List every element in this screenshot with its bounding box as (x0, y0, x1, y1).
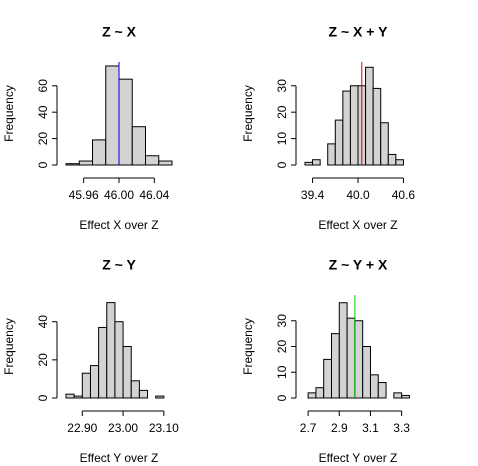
bar (106, 302, 116, 399)
bar (65, 393, 75, 399)
y-axis-label: Frequency (241, 318, 255, 375)
y-tick-label: 60 (36, 79, 50, 93)
y-tick-label: 0 (275, 394, 289, 401)
bar (369, 374, 379, 399)
panel: Z ~ X Effect X over Z Frequency 45.96 46.00 4… (2, 24, 173, 232)
y-tick-label: 30 (275, 314, 289, 328)
bar (365, 66, 374, 166)
y-tick-label: 20 (275, 105, 289, 119)
y-tick-label: 20 (36, 353, 50, 367)
x-tick-label: 46.00 (104, 188, 134, 202)
y-axis-label: Frequency (241, 85, 255, 142)
bar (315, 387, 325, 399)
x-tick-label: 45.96 (69, 188, 99, 202)
bar (158, 160, 173, 166)
bar (122, 346, 132, 399)
bar (331, 333, 340, 399)
panel: Z ~ Y Effect Y over Z Frequency 22.90 23.00 2… (2, 257, 179, 465)
panel-title: Z ~ Y (102, 257, 136, 273)
bar (92, 139, 107, 166)
x-tick-label: 46.04 (139, 188, 169, 202)
x-tick-label: 2.9 (331, 421, 348, 435)
bar (354, 320, 364, 399)
bar (145, 155, 160, 166)
y-tick-label: 0 (275, 161, 289, 168)
bar (105, 65, 120, 166)
bar (114, 321, 124, 399)
bar (327, 143, 336, 166)
bar (131, 126, 146, 166)
x-axis-label: Effect X over Z (318, 218, 397, 232)
x-axis-label: Effect Y over Z (80, 451, 159, 465)
bar (362, 346, 371, 399)
x-tick-label: 23.10 (149, 421, 179, 435)
x-tick-label: 39.4 (301, 188, 325, 202)
bar (401, 394, 410, 399)
bar (377, 382, 387, 399)
bar (323, 358, 332, 399)
panel-title: Z ~ X (102, 24, 137, 40)
bar (380, 122, 389, 166)
y-axis-label: Frequency (2, 85, 16, 142)
x-tick-label: 22.90 (67, 421, 97, 435)
bar (78, 160, 93, 166)
y-tick-label: 40 (36, 315, 50, 329)
x-tick-label: 23.00 (108, 421, 138, 435)
bar (81, 372, 91, 399)
panel-title: Z ~ Y + X (329, 257, 388, 273)
panel: Z ~ X + Y Effect X over Z Frequency 39.4 40.… (241, 24, 415, 232)
bar (138, 389, 149, 399)
bar (73, 395, 83, 399)
bar (118, 78, 133, 166)
y-tick-label: 40 (36, 105, 50, 119)
bar (372, 87, 382, 166)
bar (312, 159, 321, 166)
bar (89, 365, 100, 399)
bar (155, 395, 165, 399)
y-tick-label: 30 (275, 79, 289, 93)
bar (130, 380, 140, 399)
bar (304, 161, 314, 166)
bar (395, 159, 404, 166)
x-axis-label: Effect Y over Z (319, 451, 398, 465)
x-tick-label: 2.7 (300, 421, 317, 435)
x-axis-label: Effect X over Z (79, 218, 158, 232)
x-tick-label: 40.6 (392, 188, 416, 202)
bar (98, 326, 108, 399)
bar (307, 392, 317, 399)
bar (393, 392, 403, 399)
bar (65, 163, 80, 166)
y-tick-label: 20 (36, 132, 50, 146)
y-tick-label: 10 (275, 132, 289, 146)
y-tick-label: 0 (36, 161, 50, 168)
bar (387, 153, 397, 166)
bar (346, 317, 356, 399)
bar (338, 302, 348, 399)
x-tick-label: 3.1 (362, 421, 379, 435)
bar (334, 119, 344, 166)
y-tick-label: 20 (275, 340, 289, 354)
bar (342, 90, 351, 166)
y-tick-label: 0 (36, 394, 50, 401)
panel-title: Z ~ X + Y (329, 24, 389, 40)
bar (349, 85, 359, 166)
panel: Z ~ Y + X Effect Y over Z Frequency 2.7 2.9 3… (241, 257, 410, 465)
x-tick-label: 3.3 (393, 421, 410, 435)
y-tick-label: 10 (275, 365, 289, 379)
x-tick-label: 40.0 (346, 188, 370, 202)
y-axis-label: Frequency (2, 318, 16, 375)
